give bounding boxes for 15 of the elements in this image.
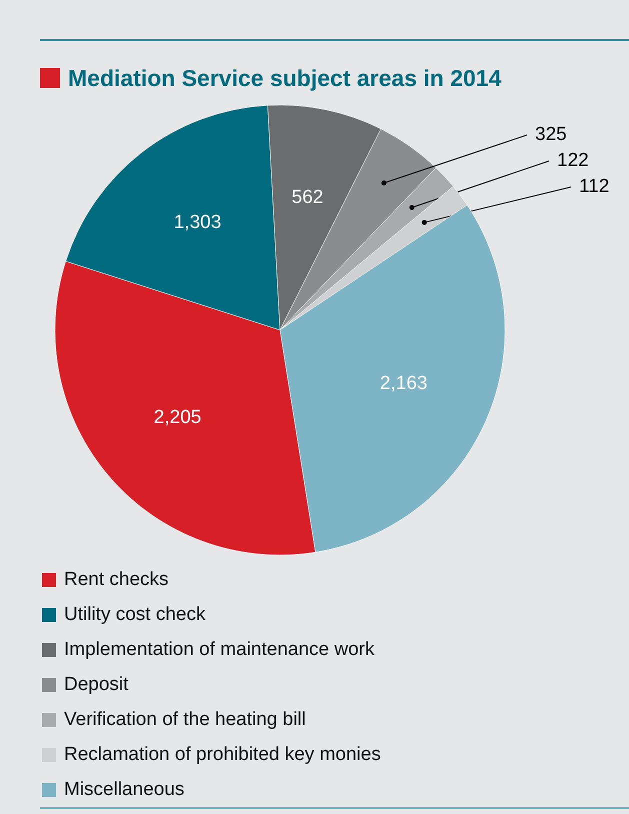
legend-label: Utility cost check bbox=[64, 604, 206, 626]
legend-label: Reclamation of prohibited key monies bbox=[64, 744, 381, 766]
legend-label: Verification of the heating bill bbox=[64, 709, 306, 730]
legend-label: Deposit bbox=[64, 674, 130, 696]
data-label: 122 bbox=[557, 150, 589, 172]
data-label: 1,303 bbox=[174, 212, 222, 234]
data-label: 112 bbox=[579, 176, 610, 198]
data-label: 2,205 bbox=[154, 406, 202, 428]
data-label: 325 bbox=[535, 124, 567, 146]
legend-label: Miscellaneous bbox=[64, 779, 184, 800]
legend-label: Rent checks bbox=[64, 569, 169, 590]
chart-title: Mediation Service subject areas in 2014 bbox=[68, 65, 502, 91]
data-label: 2,163 bbox=[380, 373, 428, 394]
data-label: 562 bbox=[292, 186, 324, 208]
legend-label: Implementation of maintenance work bbox=[64, 639, 375, 660]
